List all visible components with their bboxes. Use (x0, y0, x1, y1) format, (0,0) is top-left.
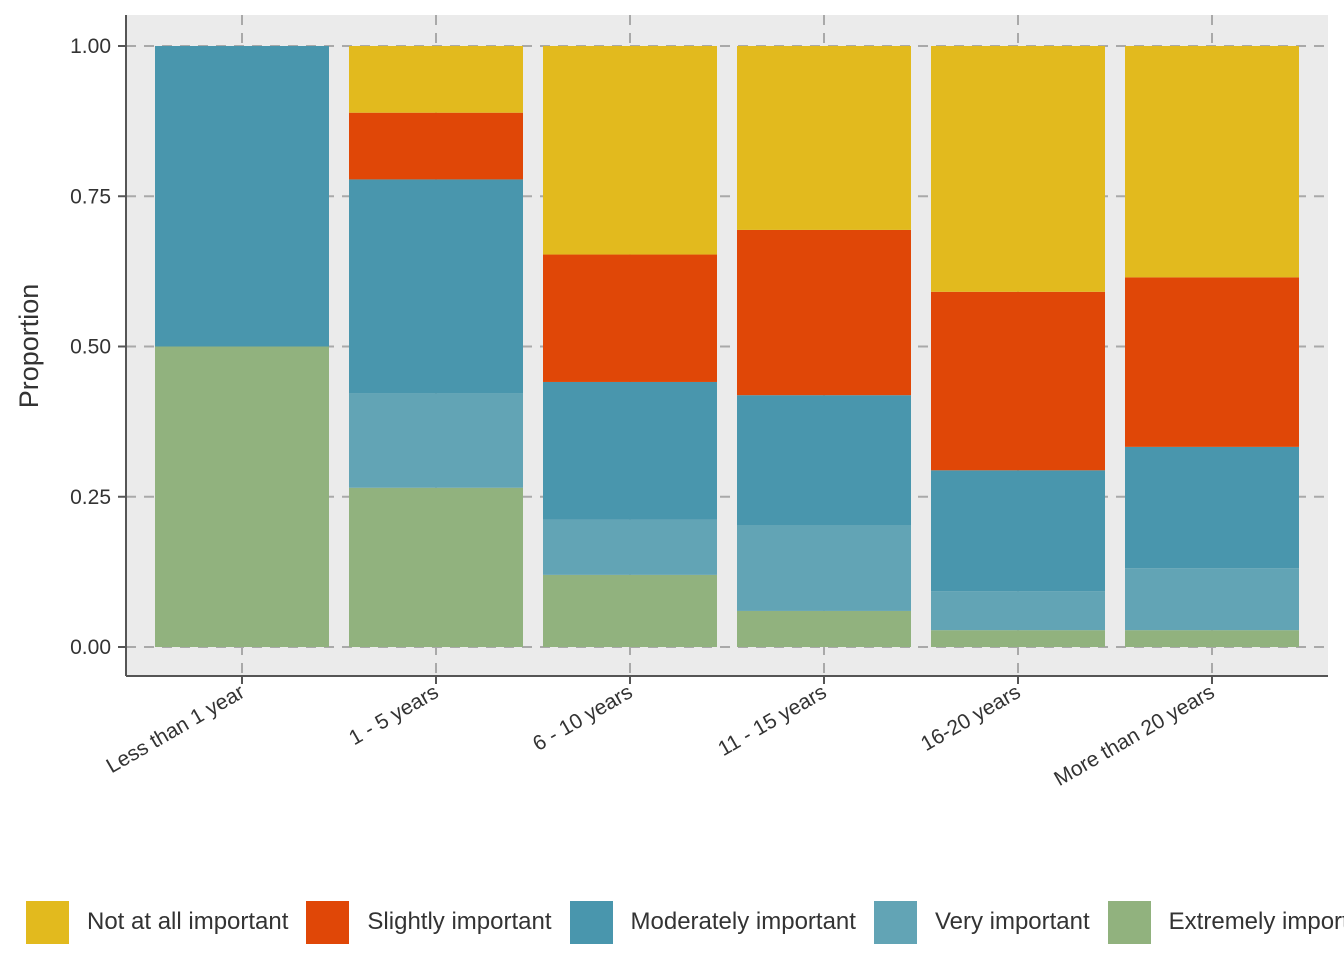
legend-swatch (1107, 900, 1151, 944)
bar-segment-very-important (931, 591, 1105, 631)
y-tick-label: 0.50 (70, 336, 111, 359)
bar-segment-moderately-important (543, 381, 717, 520)
x-tick-label: More than 20 years (1050, 680, 1218, 790)
bar-segment-not-at-all-important (737, 46, 911, 230)
y-tick-label: 0.00 (70, 636, 111, 659)
x-tick-label: 16-20 years (917, 680, 1025, 755)
bar-segment-extremely-important (931, 630, 1105, 647)
legend-swatch (306, 900, 350, 944)
legend-label: Moderately important (630, 908, 856, 935)
bar-segment-not-at-all-important (349, 46, 523, 113)
legend-swatch (26, 900, 69, 944)
bar-segment-moderately-important (349, 179, 523, 394)
bar-segment-not-at-all-important (543, 46, 717, 255)
x-tick-label: 6 - 10 years (529, 680, 637, 755)
bar-segment-not-at-all-important (1125, 46, 1299, 278)
legend-item-not-at-all-important: Not at all important (26, 900, 289, 944)
x-tick-label: Less than 1 year (103, 680, 249, 778)
legend-item-very-important: Very important (873, 900, 1090, 944)
y-tick-label: 0.25 (70, 486, 111, 509)
y-tick-label: 1.00 (70, 35, 111, 58)
x-tick-label: 1 - 5 years (345, 680, 442, 750)
legend-item-slightly-important: Slightly important (306, 900, 552, 944)
legend-item-moderately-important: Moderately important (569, 900, 856, 944)
bar-segment-slightly-important (931, 291, 1105, 471)
legend-swatch (873, 900, 917, 944)
bar-segment-slightly-important (1125, 277, 1299, 447)
bar-segment-slightly-important (737, 229, 911, 396)
bar-segment-extremely-important (155, 346, 329, 647)
bar-segment-very-important (543, 519, 717, 575)
bar-segment-extremely-important (349, 487, 523, 647)
bar-segment-very-important (737, 524, 911, 611)
legend-label: Not at all important (87, 908, 289, 935)
bar-segment-slightly-important (543, 254, 717, 382)
y-tick-label: 0.75 (70, 185, 111, 208)
bar-segment-slightly-important (349, 112, 523, 180)
bar-segment-not-at-all-important (931, 46, 1105, 292)
bar-segment-extremely-important (737, 610, 911, 647)
bar-segment-moderately-important (737, 395, 911, 525)
legend: Not at all important Slightly important … (26, 900, 1344, 944)
y-axis-title: Proportion (14, 284, 44, 409)
bar-segment-extremely-important (543, 574, 717, 647)
legend-label: Very important (934, 908, 1090, 935)
bar-segment-very-important (349, 393, 523, 488)
bar-segment-very-important (1125, 568, 1299, 631)
bar-segment-moderately-important (155, 46, 329, 347)
bar-segment-extremely-important (1125, 630, 1299, 647)
bar-segment-moderately-important (931, 470, 1105, 592)
legend-swatch (569, 900, 613, 944)
legend-item-extremely-important: Extremely important (1107, 900, 1344, 944)
legend-label: Extremely important (1168, 908, 1344, 935)
x-tick-label: 11 - 15 years (714, 680, 830, 760)
legend-label: Slightly important (367, 908, 552, 935)
bar-segment-moderately-important (1125, 446, 1299, 569)
